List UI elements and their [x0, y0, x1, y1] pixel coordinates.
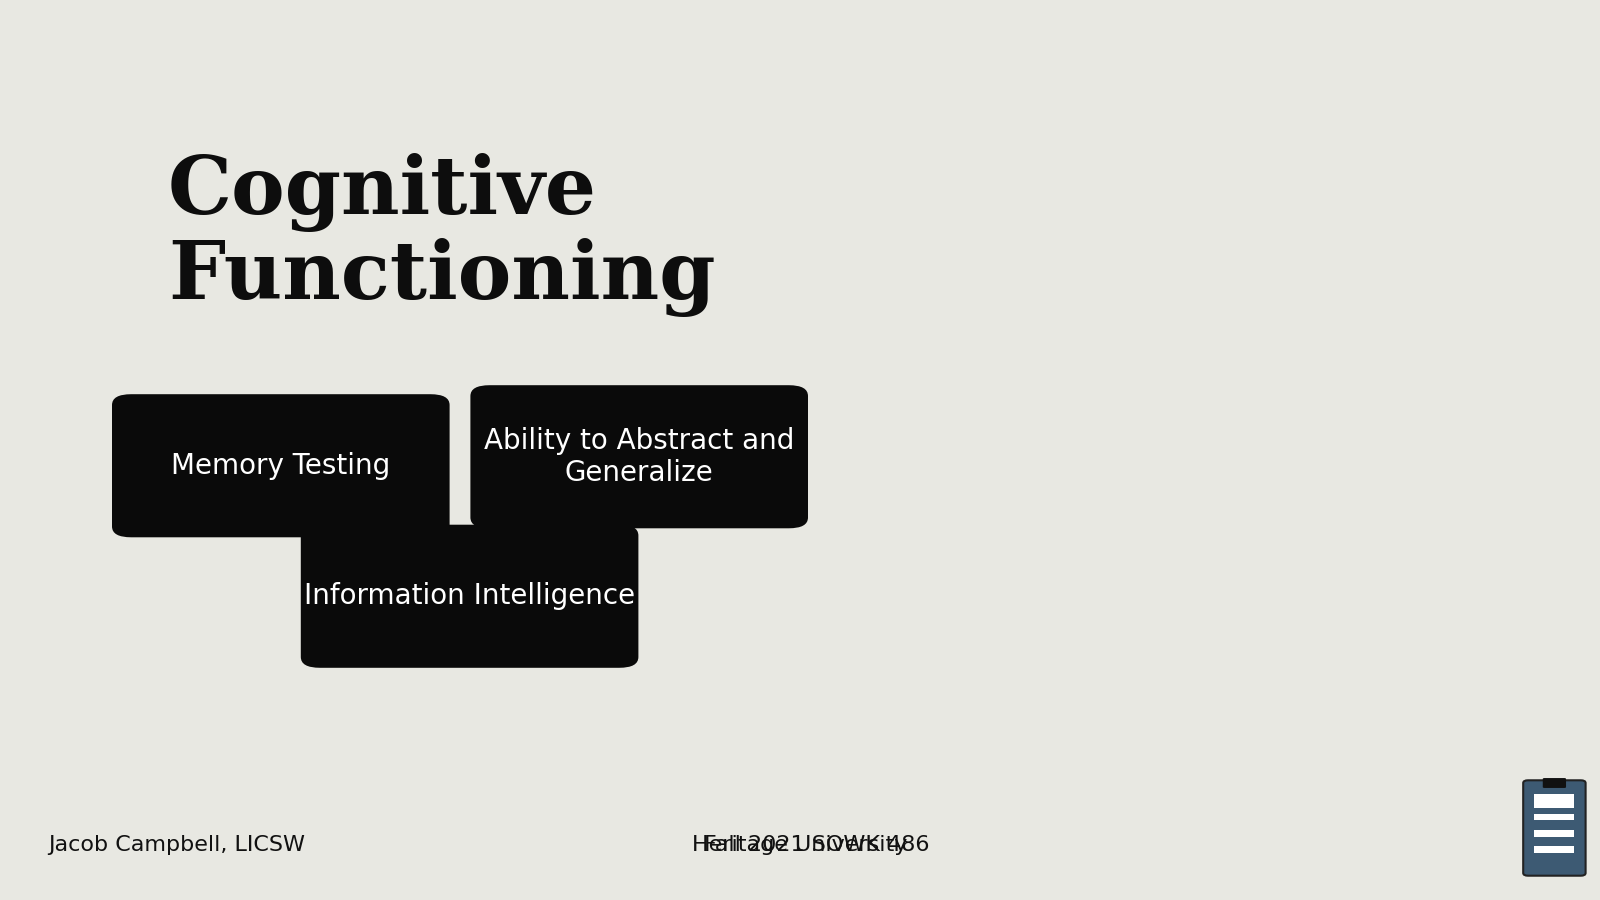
FancyBboxPatch shape — [112, 394, 450, 537]
Text: Jacob Campbell, LICSW: Jacob Campbell, LICSW — [48, 835, 306, 855]
FancyBboxPatch shape — [301, 525, 638, 668]
FancyBboxPatch shape — [1534, 846, 1574, 853]
FancyBboxPatch shape — [470, 385, 808, 528]
FancyBboxPatch shape — [1523, 780, 1586, 876]
FancyBboxPatch shape — [1534, 830, 1574, 837]
Text: Memory Testing: Memory Testing — [171, 452, 390, 480]
FancyBboxPatch shape — [1542, 778, 1566, 788]
Text: Fall 2021 SOWK 486: Fall 2021 SOWK 486 — [704, 835, 930, 855]
Text: Cognitive
Functioning: Cognitive Functioning — [168, 153, 715, 317]
FancyBboxPatch shape — [1534, 814, 1574, 821]
Text: Ability to Abstract and
Generalize: Ability to Abstract and Generalize — [485, 427, 794, 487]
Text: Information Intelligence: Information Intelligence — [304, 582, 635, 610]
FancyBboxPatch shape — [1534, 794, 1574, 808]
Text: Heritage University: Heritage University — [693, 835, 907, 855]
